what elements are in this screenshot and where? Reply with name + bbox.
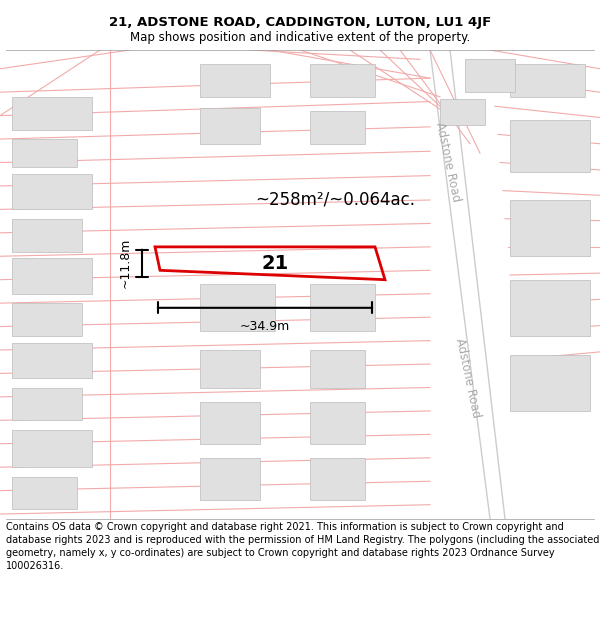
Bar [200, 108, 260, 144]
Text: Adstone Road: Adstone Road [453, 337, 483, 419]
Bar [12, 258, 92, 294]
Text: ~258m²/~0.064ac.: ~258m²/~0.064ac. [255, 191, 415, 209]
Bar [12, 139, 77, 167]
Bar [440, 99, 485, 125]
Bar [12, 97, 92, 129]
Bar [510, 120, 590, 172]
Text: ~34.9m: ~34.9m [240, 320, 290, 333]
Bar [510, 64, 585, 97]
Bar [510, 280, 590, 336]
Bar [12, 303, 82, 336]
Text: Contains OS data © Crown copyright and database right 2021. This information is : Contains OS data © Crown copyright and d… [6, 522, 599, 571]
Text: 21: 21 [262, 254, 289, 273]
Bar [200, 284, 275, 331]
Bar [200, 64, 270, 97]
Bar [12, 219, 82, 251]
Bar [310, 111, 365, 144]
Bar [12, 430, 92, 468]
Bar [510, 355, 590, 411]
Bar [310, 458, 365, 500]
Bar [310, 401, 365, 444]
Bar [200, 350, 260, 388]
Bar [310, 350, 365, 388]
Bar [310, 284, 375, 331]
Text: Adstone Road: Adstone Road [433, 121, 463, 204]
Bar [310, 64, 375, 97]
Text: Map shows position and indicative extent of the property.: Map shows position and indicative extent… [130, 31, 470, 44]
Text: ~11.8m: ~11.8m [119, 238, 131, 289]
Bar [12, 476, 77, 509]
Bar [465, 59, 515, 92]
Bar [200, 458, 260, 500]
Text: 21, ADSTONE ROAD, CADDINGTON, LUTON, LU1 4JF: 21, ADSTONE ROAD, CADDINGTON, LUTON, LU1… [109, 16, 491, 29]
Bar [510, 200, 590, 256]
Bar [12, 388, 82, 420]
Bar [12, 174, 92, 209]
Bar [12, 342, 92, 378]
Bar [200, 401, 260, 444]
